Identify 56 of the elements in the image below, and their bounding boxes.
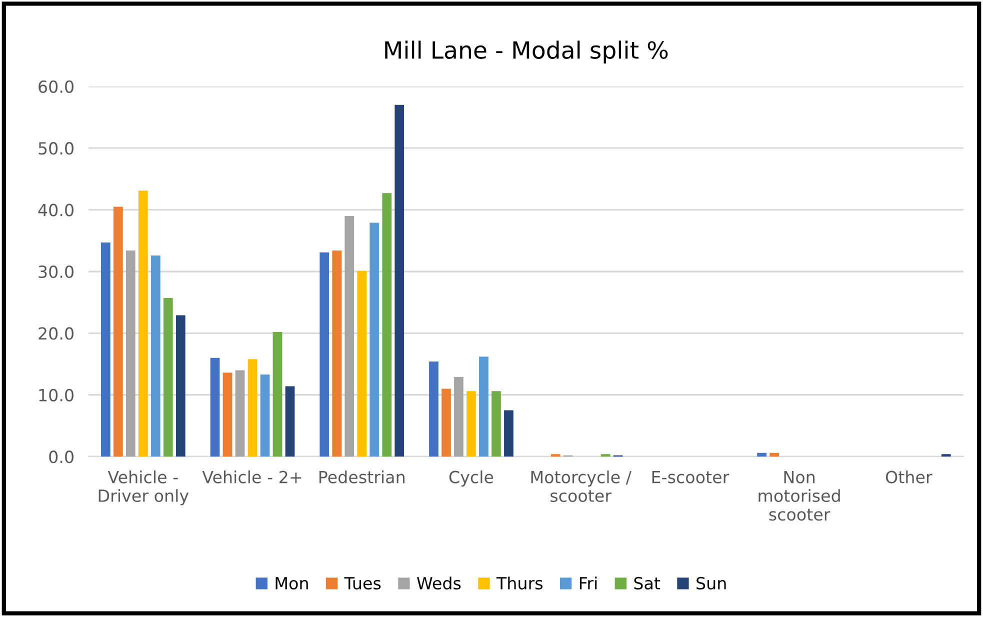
y-tick-label: 0.0 — [49, 450, 74, 464]
legend-label: Weds — [416, 576, 461, 590]
bar — [550, 454, 560, 457]
bar — [320, 252, 330, 457]
bar — [370, 222, 380, 457]
x-tick-label: Non motorised scooter — [758, 470, 840, 521]
bar — [260, 374, 270, 457]
legend-label: Fri — [580, 576, 597, 590]
bar — [382, 193, 392, 457]
bar — [770, 452, 779, 457]
bar — [332, 250, 342, 457]
bar — [454, 376, 464, 457]
bar — [479, 356, 488, 457]
bar — [442, 388, 451, 457]
bar — [210, 358, 220, 457]
x-tick-label: Pedestrian — [319, 470, 404, 484]
bar — [394, 104, 404, 457]
bar — [757, 452, 766, 457]
bar — [126, 250, 136, 457]
chart-title: Mill Lane - Modal split % — [385, 40, 668, 64]
y-tick-label: 50.0 — [38, 142, 74, 155]
legend-label: Mon — [276, 577, 308, 590]
bar — [100, 242, 110, 457]
x-tick-label: Other — [886, 470, 932, 484]
y-tick-label: 60.0 — [38, 80, 74, 93]
x-tick-label: Vehicle - 2+ — [202, 470, 302, 484]
bar — [138, 190, 148, 457]
bar — [429, 362, 438, 457]
legend-label: Thurs — [496, 576, 542, 590]
bar — [222, 372, 232, 457]
bar — [113, 206, 123, 457]
y-tick-label: 10.0 — [39, 388, 74, 402]
x-tick-label: E-scooter — [652, 470, 730, 484]
bar — [600, 454, 610, 457]
bar — [941, 454, 951, 457]
bar — [163, 298, 173, 457]
bar — [150, 255, 160, 457]
bar — [235, 370, 245, 457]
bar — [176, 315, 186, 457]
bar — [466, 391, 476, 457]
bar — [248, 359, 258, 457]
x-tick-label: Cycle — [449, 470, 494, 487]
bar — [492, 391, 501, 457]
legend-label: Sun — [696, 576, 726, 590]
bar — [504, 410, 514, 457]
x-tick-label: Vehicle - Driver only — [98, 470, 189, 506]
bar — [285, 386, 295, 457]
y-tick-label: 30.0 — [38, 265, 74, 278]
bar — [357, 270, 367, 457]
legend-label: Sat — [634, 576, 660, 590]
legend-label: Tues — [344, 577, 381, 590]
y-tick-label: 40.0 — [38, 204, 74, 216]
x-tick-label: Motorcycle / scooter — [531, 470, 632, 502]
bar — [272, 332, 282, 457]
bar — [344, 216, 354, 457]
y-tick-label: 20.0 — [38, 327, 74, 340]
